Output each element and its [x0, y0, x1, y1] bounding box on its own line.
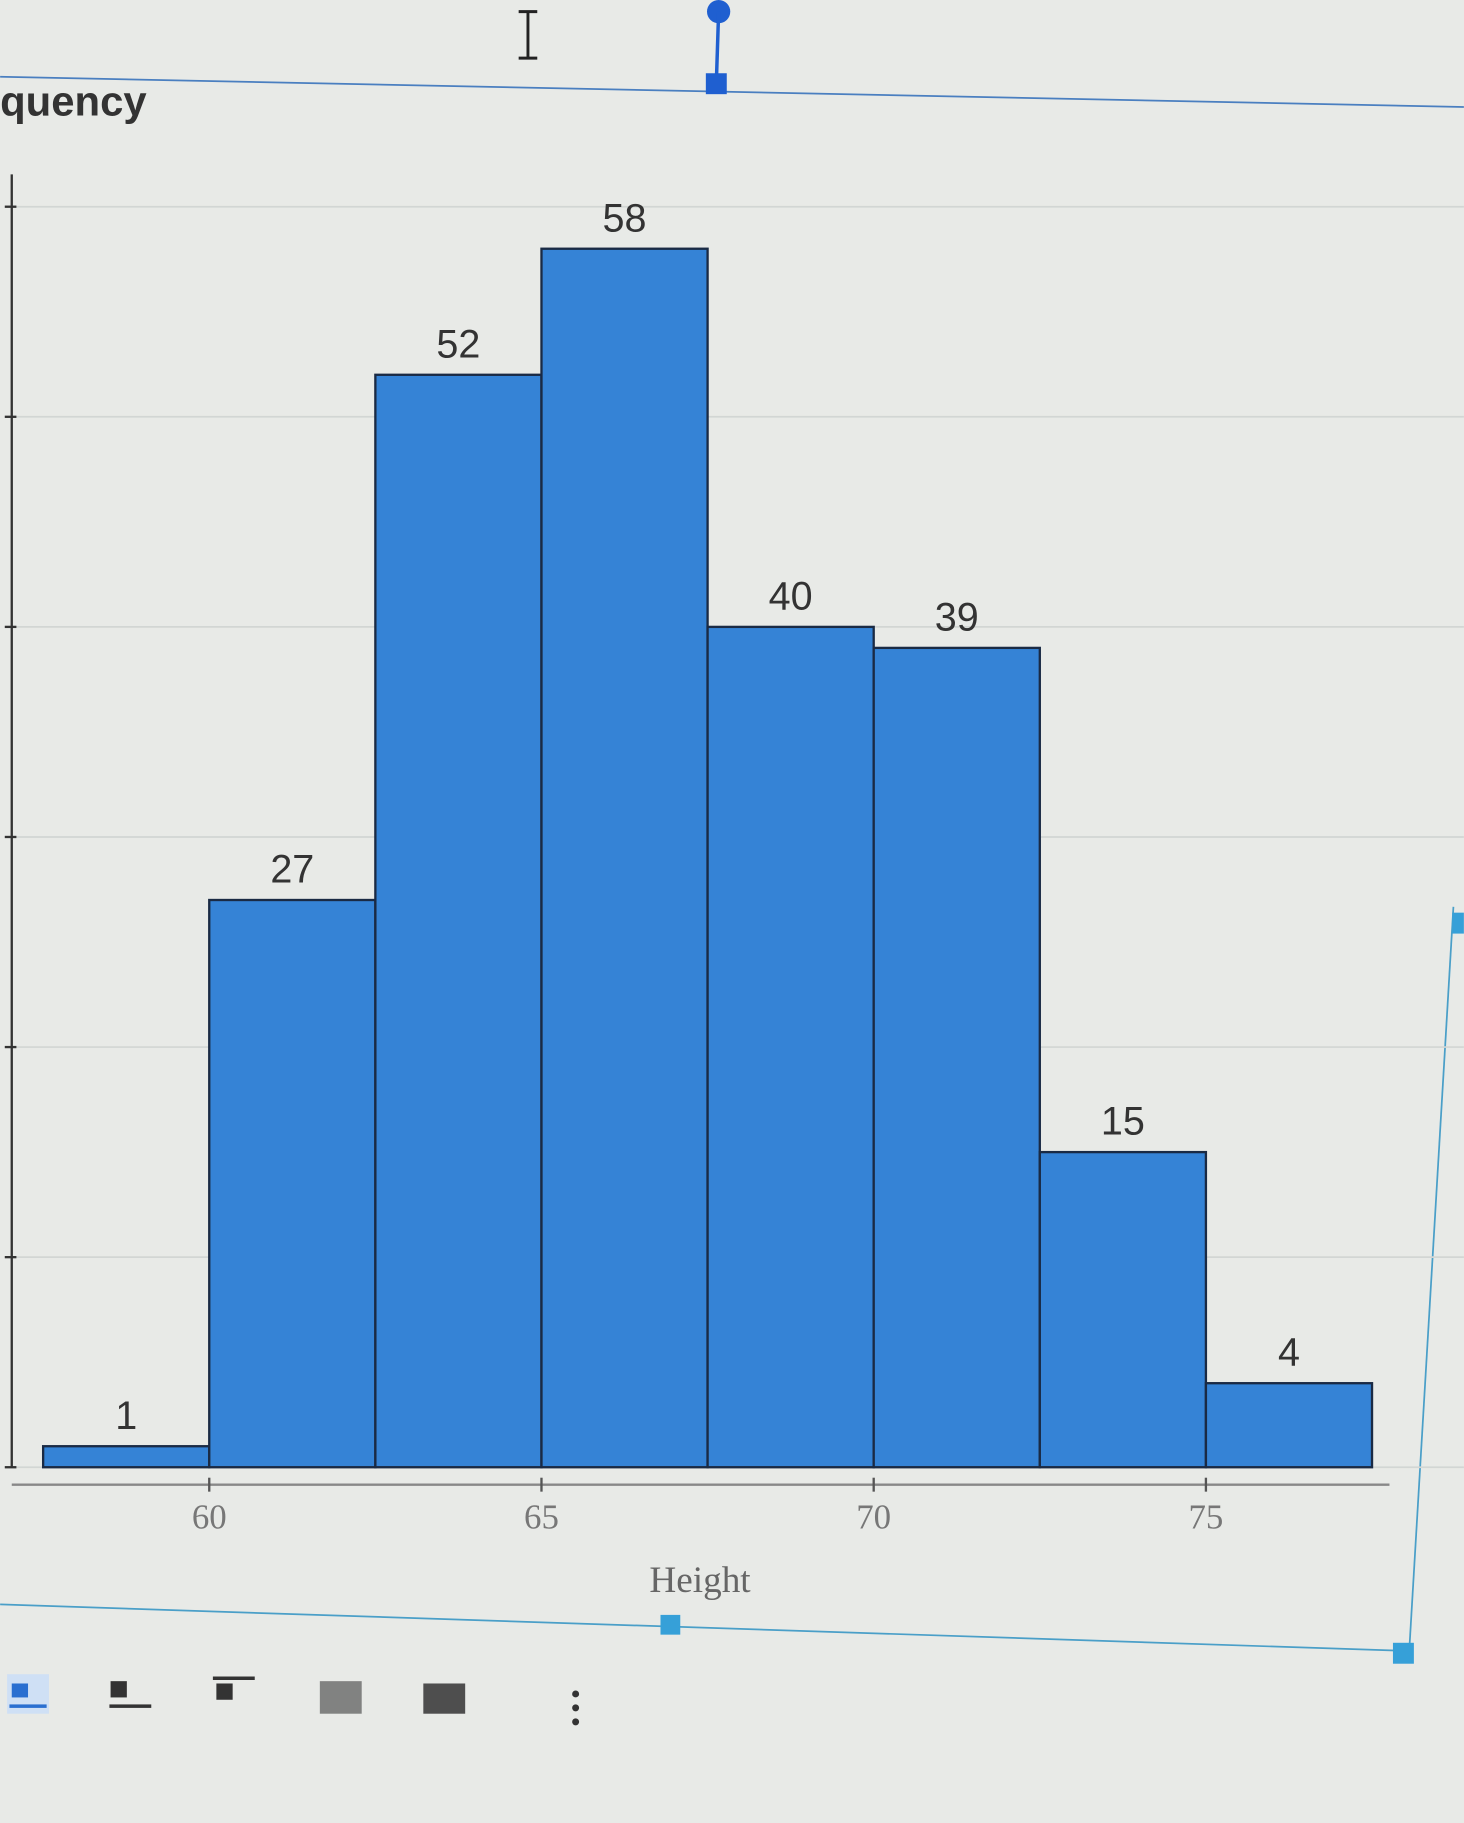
icon: [9, 1704, 47, 1708]
value-label: 1: [115, 1394, 137, 1438]
front-text-button[interactable]: [423, 1683, 466, 1714]
value-label: 40: [769, 574, 813, 618]
selection-border: [0, 75, 1464, 108]
bar: [374, 373, 543, 1469]
value-label: 39: [935, 595, 979, 639]
x-tick-label: 60: [192, 1498, 227, 1537]
value-label: 27: [270, 848, 314, 892]
icon: [572, 1704, 580, 1712]
bar: [1204, 1382, 1374, 1469]
bar: [41, 1445, 211, 1469]
behind-text-button[interactable]: [319, 1681, 362, 1714]
bar: [706, 625, 875, 1469]
value-label: 15: [1101, 1100, 1145, 1144]
bar: [872, 646, 1041, 1469]
value-label: 52: [436, 322, 480, 366]
plot: 60 65 70 75 1 27 52 58 40 39 15 4: [4, 174, 1464, 1537]
icon: [572, 1718, 580, 1726]
selection-border: [0, 1603, 1407, 1652]
rotate-handle-stem: [714, 11, 721, 84]
resize-handle[interactable]: [1452, 912, 1464, 934]
icon: [109, 1704, 152, 1708]
more-button[interactable]: [572, 1690, 580, 1698]
resize-handle[interactable]: [660, 1614, 681, 1635]
text-cursor: [518, 10, 538, 60]
bar: [540, 247, 709, 1469]
wrap-square-button[interactable]: [110, 1681, 127, 1698]
icon: [212, 1676, 255, 1680]
selection-border: [1408, 906, 1455, 1651]
resize-handle[interactable]: [1392, 1642, 1414, 1664]
bar: [1038, 1150, 1208, 1469]
x-tick-label: 75: [1188, 1498, 1223, 1537]
value-label: 58: [603, 196, 647, 240]
resize-handle[interactable]: [705, 73, 727, 95]
x-axis-label: Height: [649, 1560, 751, 1601]
value-label: 4: [1278, 1331, 1300, 1375]
break-text-button[interactable]: [216, 1683, 233, 1700]
axis-title: quency: [0, 78, 147, 125]
bar: [208, 898, 377, 1469]
icon: [11, 1683, 29, 1698]
toolbar: [7, 1674, 580, 1726]
x-tick-label: 65: [524, 1498, 559, 1537]
x-tick-label: 70: [856, 1498, 891, 1537]
